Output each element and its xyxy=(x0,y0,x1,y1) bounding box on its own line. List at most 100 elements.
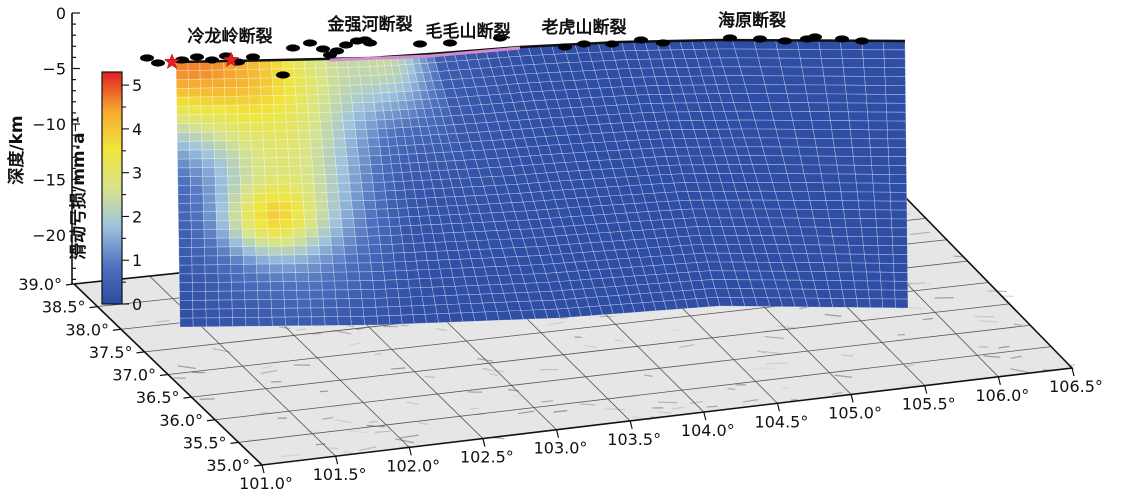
slip-cell xyxy=(265,175,278,184)
slip-cell xyxy=(333,139,345,148)
slip-cell xyxy=(244,264,257,273)
lon-tick xyxy=(557,430,559,438)
slip-cell xyxy=(815,138,835,147)
slip-cell xyxy=(230,238,243,247)
slip-cell xyxy=(271,299,285,308)
slip-cell xyxy=(213,105,225,114)
slip-cell xyxy=(336,165,349,174)
slip-cell xyxy=(411,297,424,306)
slip-cell xyxy=(823,67,845,76)
slip-cell xyxy=(361,85,373,94)
slip-cell xyxy=(189,115,201,124)
slip-cell xyxy=(357,147,369,156)
slip-cell xyxy=(887,112,906,121)
slip-cell xyxy=(263,140,276,149)
slip-cell xyxy=(891,210,907,219)
slip-cell xyxy=(850,254,865,263)
slip-cell xyxy=(865,85,886,94)
slip-cell xyxy=(227,149,240,158)
slip-cell xyxy=(257,273,270,282)
slip-cell xyxy=(391,235,403,244)
slip-cell xyxy=(193,309,206,318)
slip-cell xyxy=(739,120,757,129)
slip-cell xyxy=(360,174,373,183)
lon-tick xyxy=(851,394,853,402)
slip-cell xyxy=(865,76,886,85)
slip-cell xyxy=(342,112,354,121)
slip-cell xyxy=(309,281,323,290)
terrain-texture xyxy=(470,408,478,409)
slip-cell xyxy=(296,281,309,290)
slip-cell xyxy=(807,254,823,263)
slip-cell xyxy=(437,313,451,322)
slip-cell xyxy=(866,94,886,103)
slip-cell xyxy=(262,104,275,113)
slip-cell xyxy=(734,102,753,111)
slip-cell xyxy=(200,70,212,79)
slip-cell xyxy=(418,270,431,279)
slip-cell xyxy=(752,111,773,120)
slip-cell xyxy=(304,210,317,219)
slip-cell xyxy=(846,94,867,103)
slip-cell xyxy=(312,157,324,166)
slip-cell xyxy=(232,291,245,300)
slip-cell xyxy=(204,221,217,230)
slip-cell xyxy=(214,123,227,132)
slip-cell xyxy=(376,307,389,316)
slip-cell xyxy=(371,262,384,271)
slip-cell xyxy=(302,184,315,193)
slip-cell xyxy=(233,318,247,327)
slip-cell xyxy=(337,67,349,76)
slip-cell xyxy=(258,291,272,300)
slip-cell xyxy=(824,192,842,201)
slip-cell xyxy=(295,255,308,264)
slip-cell xyxy=(358,156,370,165)
slip-cell xyxy=(217,238,230,247)
slip-cell xyxy=(188,79,200,88)
slip-cell xyxy=(331,112,343,121)
lat-tick xyxy=(160,375,168,376)
slip-cell xyxy=(280,228,293,237)
slip-cell xyxy=(375,111,385,120)
slip-cell xyxy=(855,290,869,299)
slip-cell xyxy=(205,282,218,291)
slip-cell xyxy=(297,290,311,299)
slip-cell xyxy=(296,273,309,282)
slip-cell xyxy=(848,112,868,121)
slip-cell xyxy=(320,254,333,263)
slip-cell xyxy=(348,165,361,174)
slip-cell xyxy=(272,308,286,317)
slip-cell xyxy=(213,88,225,97)
slip-cell xyxy=(828,210,845,219)
slip-cell xyxy=(747,147,765,156)
slip-cell xyxy=(300,157,312,166)
slip-cell xyxy=(368,138,380,147)
slip-cell xyxy=(325,317,339,326)
earthquake-dot xyxy=(246,53,260,60)
slip-cell xyxy=(846,227,862,236)
slip-cell xyxy=(744,138,762,147)
slip-cell xyxy=(802,165,821,174)
slip-cell xyxy=(359,165,371,174)
lon-tick xyxy=(336,456,338,464)
lon-tick-label: 101.0° xyxy=(239,474,293,493)
slip-cell xyxy=(778,200,796,209)
slip-cell xyxy=(178,212,191,221)
slip-cell xyxy=(268,229,281,238)
terrain-texture xyxy=(902,385,919,386)
slip-cell xyxy=(873,183,890,192)
slip-cell xyxy=(356,138,368,147)
slip-cell xyxy=(237,96,250,105)
lat-tick-label: 37.5° xyxy=(89,343,133,362)
slip-cell xyxy=(285,95,297,104)
slip-cell xyxy=(412,234,424,243)
slip-cell xyxy=(421,287,434,296)
slip-cell xyxy=(300,148,312,157)
slip-cell xyxy=(407,270,420,279)
slip-cell xyxy=(829,289,844,298)
slip-cell xyxy=(376,209,389,218)
slip-cell xyxy=(867,103,887,112)
lon-tick xyxy=(630,421,632,429)
fault-label: 金强河断裂 xyxy=(327,14,413,35)
terrain-texture xyxy=(320,391,328,392)
